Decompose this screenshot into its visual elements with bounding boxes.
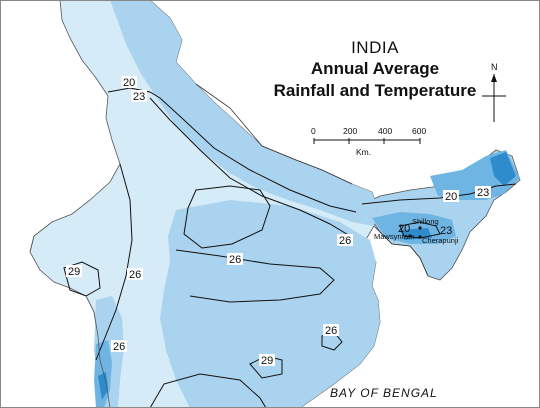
isotherm-label: 26 bbox=[113, 341, 125, 353]
rain-band-central-east bbox=[160, 200, 380, 408]
towns: Shillong Mawsynram Cherapunji bbox=[374, 217, 459, 245]
isotherm-label: 26 bbox=[229, 254, 241, 266]
isotherm-label: 23 bbox=[477, 187, 489, 199]
town-label-mawsynram: Mawsynram bbox=[374, 232, 414, 241]
isotherm-label: 26 bbox=[339, 235, 351, 247]
rain-band-himalaya bbox=[110, 0, 378, 226]
isotherm-29-west bbox=[63, 261, 101, 297]
town-marker-shillong bbox=[418, 226, 422, 230]
isotherm-labels: 20 23 26 26 29 26 26 29 26 20 23 20 23 2… bbox=[66, 76, 491, 367]
town-label-shillong: Shillong bbox=[412, 217, 439, 226]
isotherm-label: 29 bbox=[68, 266, 80, 278]
north-arrow: N bbox=[482, 62, 506, 122]
scale-tick-label: 0 bbox=[311, 126, 316, 136]
town-marker-cherapunji bbox=[418, 235, 422, 239]
map-title-line2: Annual Average bbox=[310, 59, 440, 78]
isotherm-26-west bbox=[95, 163, 133, 361]
sea-label-bay-of-bengal: BAY OF BENGAL bbox=[330, 386, 438, 400]
isotherm-23-nw bbox=[149, 97, 351, 237]
rain-heavy-meghalaya bbox=[372, 212, 456, 244]
isotherm-label: 20 bbox=[445, 191, 457, 203]
isotherm-label: 20 bbox=[123, 77, 135, 89]
north-arrow-label: N bbox=[491, 62, 498, 72]
isotherm-label: 26 bbox=[325, 325, 337, 337]
scale-tick-label: 400 bbox=[378, 126, 392, 136]
scale-unit-label: Km. bbox=[356, 147, 371, 157]
border-nepal bbox=[195, 83, 353, 185]
isotherm-label: 23 bbox=[440, 225, 452, 237]
isotherm-label: 26 bbox=[129, 269, 141, 281]
north-arrow-head bbox=[491, 74, 497, 82]
isotherm-label: 29 bbox=[261, 355, 273, 367]
town-label-cherapunji: Cherapunji bbox=[422, 236, 459, 245]
isotherm-ne-inner bbox=[399, 221, 441, 239]
rain-very-heavy-ne bbox=[490, 152, 516, 186]
map-title-country: INDIA bbox=[351, 38, 399, 57]
town-marker-mawsynram bbox=[408, 234, 412, 238]
scale-tick-label: 600 bbox=[412, 126, 426, 136]
scale-tick-label: 200 bbox=[343, 126, 357, 136]
isotherm-label: 20 bbox=[398, 223, 410, 235]
scale-bar: 0 200 400 600 Km. bbox=[311, 126, 426, 157]
isotherm-20-nw-b bbox=[159, 97, 357, 213]
map-title-line3: Rainfall and Temperature bbox=[273, 81, 477, 100]
isotherm-26-central bbox=[183, 185, 271, 249]
isotherm-label: 23 bbox=[133, 91, 145, 103]
isotherm-26-south bbox=[149, 373, 267, 408]
coastline-west bbox=[29, 235, 111, 408]
border-bangladesh bbox=[373, 225, 429, 277]
map-title-block: INDIA Annual Average Rainfall and Temper… bbox=[262, 38, 488, 102]
